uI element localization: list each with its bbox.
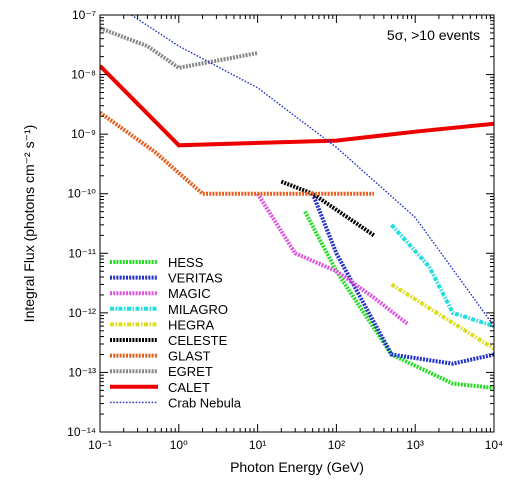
x-axis-title: Photon Energy (GeV)	[230, 459, 364, 475]
series-line-hegra	[390, 282, 494, 351]
y-tick-label: 10⁻¹⁰	[68, 187, 97, 201]
y-tick-label: 10⁻⁷	[72, 8, 96, 22]
x-tick-label: 10³	[407, 438, 424, 452]
x-tick-label: 10²	[328, 438, 345, 452]
legend-label: CALET	[168, 380, 210, 395]
plot-layer	[100, 15, 494, 390]
legend-label: MAGIC	[168, 286, 211, 301]
series-line-milagro	[390, 223, 494, 329]
series-line-egret	[100, 26, 258, 70]
legend-label: HESS	[168, 255, 204, 270]
legend-label: GLAST	[168, 349, 211, 364]
y-tick-label: 10⁻¹¹	[68, 246, 96, 260]
legend-label: VERITAS	[168, 271, 223, 286]
legend-label: CELESTE	[168, 333, 228, 348]
annotation-label: 5σ, >10 events	[387, 27, 480, 43]
y-tick-label: 10⁻⁸	[71, 68, 96, 82]
legend-label: Crab Nebula	[168, 395, 242, 410]
x-tick-label: 10¹	[249, 438, 266, 452]
legend-label: EGRET	[168, 364, 213, 379]
y-tick-label: 10⁻¹²	[68, 306, 96, 320]
x-tick-label: 10⁴	[485, 438, 504, 452]
x-tick-label: 10⁻¹	[88, 438, 112, 452]
series-line-veritas	[310, 192, 494, 366]
y-axis-title: Integral Flux (photons cm⁻² s⁻¹)	[21, 125, 37, 323]
series-line-crab-nebula	[131, 15, 494, 327]
plot-frame	[99, 14, 495, 433]
y-tick-label: 10⁻¹³	[68, 365, 96, 379]
series-line-magic	[255, 192, 409, 326]
legend-label: HEGRA	[168, 317, 215, 332]
x-tick-label: 10⁰	[170, 438, 188, 452]
legend-label: MILAGRO	[168, 302, 228, 317]
y-tick-label: 10⁻¹⁴	[67, 425, 96, 439]
y-tick-label: 10⁻⁹	[71, 127, 96, 141]
legend: HESSVERITASMAGICMILAGROHEGRACELESTEGLAST…	[110, 255, 242, 410]
axis-layer: 10⁻¹ 10⁰ 10¹ 10² 10³ 10⁴ 10⁻¹⁴ 10⁻¹³ 10⁻¹² 10⁻¹¹ 1…	[67, 8, 503, 452]
series-line-calet	[100, 64, 494, 148]
series-line-glast	[100, 110, 374, 196]
